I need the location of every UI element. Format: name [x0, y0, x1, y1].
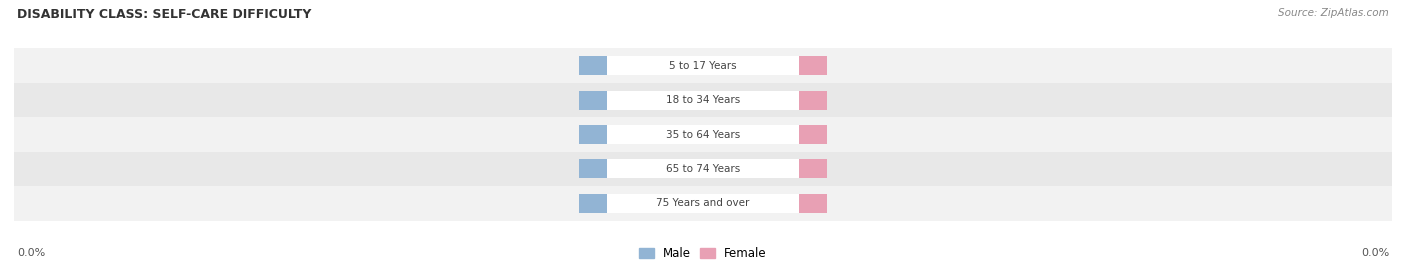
Text: 0.0%: 0.0% [628, 129, 654, 140]
Bar [703, 194, 827, 213]
Bar [579, 194, 703, 213]
Text: 75 Years and over: 75 Years and over [657, 198, 749, 208]
Bar [14, 152, 1392, 186]
Text: 35 to 64 Years: 35 to 64 Years [666, 129, 740, 140]
Text: 0.0%: 0.0% [628, 198, 654, 208]
Text: 0.0%: 0.0% [752, 198, 778, 208]
Bar [579, 91, 703, 109]
Bar [579, 160, 703, 178]
Text: 0.0%: 0.0% [17, 248, 45, 258]
Text: 0.0%: 0.0% [1361, 248, 1389, 258]
Bar [14, 117, 1392, 152]
Text: 0.0%: 0.0% [752, 129, 778, 140]
Text: 5 to 17 Years: 5 to 17 Years [669, 61, 737, 71]
Bar [14, 186, 1392, 221]
Bar [703, 91, 827, 109]
Bar [606, 91, 800, 109]
Text: DISABILITY CLASS: SELF-CARE DIFFICULTY: DISABILITY CLASS: SELF-CARE DIFFICULTY [17, 8, 311, 21]
Bar [14, 83, 1392, 117]
Bar [14, 48, 1392, 83]
Bar [703, 160, 827, 178]
Bar [606, 194, 800, 213]
Text: 0.0%: 0.0% [628, 61, 654, 71]
Text: 0.0%: 0.0% [628, 164, 654, 174]
Bar [606, 125, 800, 144]
Bar [703, 125, 827, 144]
Bar [703, 56, 827, 75]
Text: 18 to 34 Years: 18 to 34 Years [666, 95, 740, 105]
Text: Source: ZipAtlas.com: Source: ZipAtlas.com [1278, 8, 1389, 18]
Bar [579, 125, 703, 144]
Bar [579, 56, 703, 75]
Bar [606, 56, 800, 75]
Text: 0.0%: 0.0% [628, 95, 654, 105]
Text: 0.0%: 0.0% [752, 61, 778, 71]
Text: 0.0%: 0.0% [752, 164, 778, 174]
Bar [606, 160, 800, 178]
Text: 65 to 74 Years: 65 to 74 Years [666, 164, 740, 174]
Text: 0.0%: 0.0% [752, 95, 778, 105]
Legend: Male, Female: Male, Female [640, 247, 766, 260]
